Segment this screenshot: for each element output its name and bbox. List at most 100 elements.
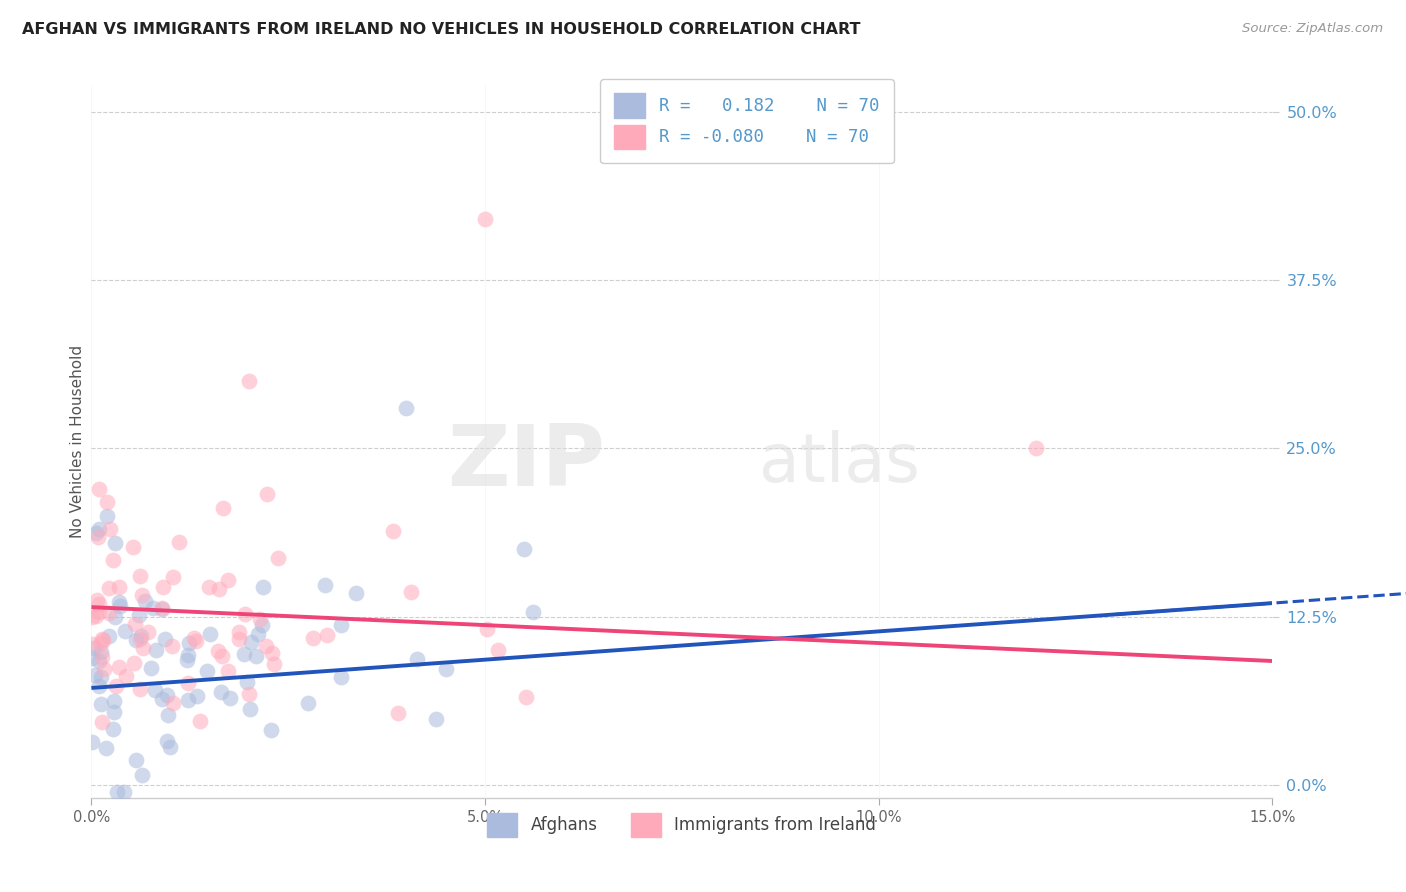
Point — [238, 687, 260, 701]
Point — [83, 641, 105, 656]
Point — [177, 648, 200, 663]
Text: Source: ZipAtlas.com: Source: ZipAtlas.com — [1243, 22, 1384, 36]
Point — [183, 632, 205, 646]
Point — [91, 714, 114, 729]
Point — [169, 535, 191, 549]
Point — [125, 753, 148, 767]
Point — [314, 578, 336, 592]
Point — [330, 670, 353, 684]
Point — [156, 734, 179, 748]
Point — [121, 540, 143, 554]
Point — [238, 374, 260, 388]
Point — [522, 605, 544, 619]
Point — [114, 624, 136, 639]
Point — [86, 593, 108, 607]
Point — [297, 696, 319, 710]
Point — [252, 580, 274, 594]
Point — [90, 650, 112, 665]
Point — [91, 632, 114, 646]
Point — [97, 581, 120, 595]
Point — [80, 610, 103, 624]
Point — [96, 508, 118, 523]
Point — [240, 635, 263, 649]
Point — [395, 401, 418, 415]
Point — [105, 680, 128, 694]
Point — [159, 739, 181, 754]
Point — [107, 580, 129, 594]
Y-axis label: No Vehicles in Household: No Vehicles in Household — [70, 345, 84, 538]
Point — [406, 652, 429, 666]
Point — [87, 530, 110, 544]
Point — [90, 670, 112, 684]
Point — [330, 618, 353, 632]
Point — [156, 708, 179, 723]
Point — [150, 691, 173, 706]
Point — [302, 631, 325, 645]
Point — [84, 608, 107, 623]
Point — [104, 610, 127, 624]
Point — [245, 648, 267, 663]
Point — [486, 642, 509, 657]
Point — [344, 586, 367, 600]
Point — [80, 650, 103, 665]
Point — [211, 649, 233, 664]
Text: atlas: atlas — [759, 430, 920, 496]
Point — [131, 588, 153, 602]
Point — [124, 616, 146, 631]
Point — [152, 580, 174, 594]
Point — [128, 682, 150, 697]
Point — [128, 568, 150, 582]
Point — [200, 627, 222, 641]
Point — [219, 691, 242, 706]
Point — [186, 689, 208, 703]
Point — [90, 636, 112, 650]
Point — [316, 628, 339, 642]
Point — [89, 482, 111, 496]
Point — [132, 641, 155, 656]
Point — [89, 605, 111, 619]
Point — [236, 675, 259, 690]
Point — [128, 608, 150, 623]
Point — [101, 552, 124, 566]
Point — [162, 570, 184, 584]
Point — [134, 594, 156, 608]
Point — [434, 662, 457, 676]
Point — [89, 654, 111, 668]
Point — [260, 723, 283, 737]
Point — [89, 598, 111, 612]
Point — [195, 664, 218, 678]
Point — [263, 657, 285, 671]
Point — [80, 637, 103, 651]
Point — [425, 712, 447, 726]
Point — [217, 664, 239, 678]
Point — [160, 640, 183, 654]
Point — [179, 636, 201, 650]
Point — [184, 633, 207, 648]
Point — [124, 656, 146, 670]
Point — [228, 625, 250, 640]
Point — [254, 640, 277, 654]
Point — [139, 661, 162, 675]
Point — [80, 735, 103, 749]
Point — [208, 582, 231, 597]
Point — [239, 702, 262, 716]
Point — [381, 524, 404, 539]
Point — [515, 690, 537, 704]
Point — [513, 542, 536, 557]
Point — [93, 663, 115, 677]
Point — [112, 784, 135, 798]
Point — [131, 768, 153, 782]
Point — [129, 632, 152, 646]
Point — [107, 659, 129, 673]
Point — [142, 601, 165, 615]
Point — [136, 625, 159, 640]
Legend: Afghans, Immigrants from Ireland: Afghans, Immigrants from Ireland — [481, 806, 883, 844]
Point — [105, 784, 128, 798]
Point — [97, 607, 120, 621]
Point — [89, 522, 111, 536]
Point — [125, 633, 148, 648]
Point — [108, 595, 131, 609]
Point — [90, 645, 112, 659]
Point — [103, 694, 125, 708]
Point — [177, 676, 200, 690]
